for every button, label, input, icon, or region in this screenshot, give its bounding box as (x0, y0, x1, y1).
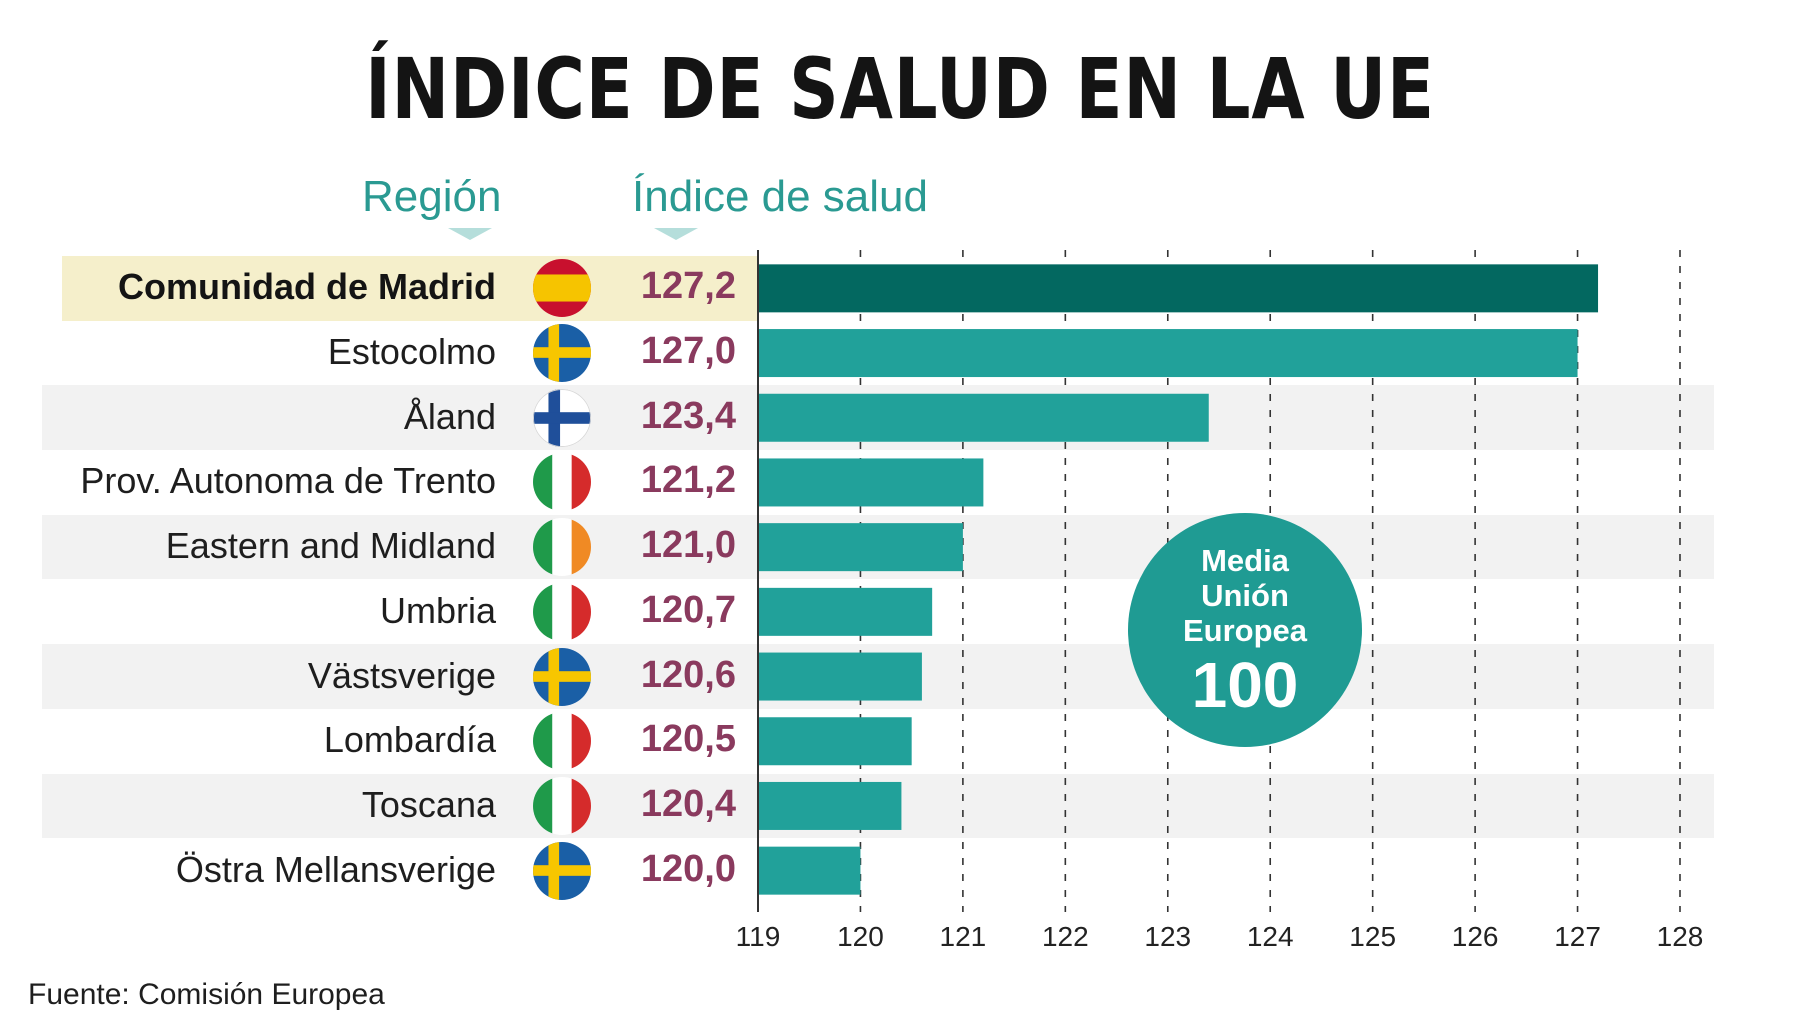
value-label: 120,7 (640, 588, 736, 631)
region-label: Prov. Autonoma de Trento (80, 460, 496, 502)
finland-flag-icon (533, 388, 591, 447)
bar (759, 523, 963, 572)
value-label: 120,0 (640, 847, 736, 890)
sweden-flag-icon (533, 647, 591, 706)
italy-flag-icon (533, 453, 591, 512)
sweden-flag-icon (533, 841, 591, 900)
value-label: 127,2 (640, 265, 736, 308)
index-header-caret (654, 228, 698, 240)
source-note: Fuente: Comisión Europea (28, 978, 385, 1011)
bar (759, 587, 933, 636)
value-label: 127,0 (640, 330, 736, 373)
index-header: Índice de salud (632, 172, 928, 240)
value-label: 120,5 (640, 718, 736, 761)
bar (759, 458, 984, 507)
value-label: 120,4 (640, 782, 736, 825)
badge-line-3: Europea (1182, 613, 1308, 648)
region-label: Västsverige (307, 654, 496, 696)
bar (759, 393, 1209, 442)
region-header: Región (362, 172, 502, 240)
x-tick-label: 126 (1452, 921, 1499, 952)
eu-average-badge: Media Unión Europea 100 (1128, 513, 1362, 747)
chart-title: ÍNDICE DE SALUD EN LA UE (365, 40, 1435, 138)
bar (759, 329, 1578, 378)
x-tick-label: 122 (1042, 921, 1089, 952)
bar (759, 846, 861, 895)
index-header-label: Índice de salud (632, 172, 928, 221)
region-label: Östra Mellansverige (175, 848, 496, 890)
badge-line-2: Unión (1201, 578, 1289, 613)
region-label-wrap: Estocolmo (0, 331, 496, 375)
italy-flag-icon (533, 776, 591, 835)
region-label: Umbria (379, 589, 496, 631)
x-tick-label: 125 (1349, 921, 1396, 952)
spain-flag-icon (533, 259, 591, 318)
value-label: 121,0 (640, 524, 736, 567)
x-tick-label: 124 (1247, 921, 1294, 952)
italy-flag-icon (533, 712, 591, 771)
value-label: 120,6 (640, 653, 736, 696)
x-tick-label: 128 (1657, 921, 1704, 952)
x-tick-label: 121 (940, 921, 987, 952)
sweden-flag-icon (533, 324, 591, 383)
region-label: Åland (403, 395, 496, 437)
highlight-band (62, 256, 758, 321)
region-label: Lombardía (323, 719, 496, 761)
region-label: Comunidad de Madrid (118, 266, 496, 308)
bar (759, 781, 902, 830)
region-label-wrap: Lombardía (0, 719, 496, 763)
value-label: 121,2 (640, 459, 736, 502)
region-label-wrap: Eastern and Midland (0, 525, 496, 569)
value-label: 123,4 (640, 394, 736, 437)
region-header-label: Región (362, 172, 502, 221)
italy-flag-icon (533, 582, 591, 641)
bar (759, 264, 1599, 313)
region-label-wrap: Comunidad de Madrid (0, 266, 496, 310)
region-label: Estocolmo (327, 331, 496, 373)
bar (759, 717, 912, 766)
bar (759, 652, 922, 701)
x-tick-label: 119 (736, 921, 781, 952)
region-label-wrap: Östra Mellansverige (0, 849, 496, 893)
region-label-wrap: Prov. Autonoma de Trento (0, 460, 496, 504)
ireland-flag-icon (533, 518, 591, 577)
x-tick-label: 127 (1554, 921, 1601, 952)
region-label-wrap: Toscana (0, 784, 496, 828)
region-label-wrap: Umbria (0, 590, 496, 634)
x-tick-label: 123 (1144, 921, 1191, 952)
badge-line-1: Media (1201, 543, 1289, 578)
region-label: Eastern and Midland (165, 525, 496, 567)
region-label-wrap: Åland (0, 396, 496, 440)
region-header-caret (448, 228, 492, 240)
badge-value: 100 (1191, 649, 1299, 721)
region-label-wrap: Västsverige (0, 655, 496, 699)
x-tick-label: 120 (837, 921, 884, 952)
region-label: Toscana (361, 783, 496, 825)
